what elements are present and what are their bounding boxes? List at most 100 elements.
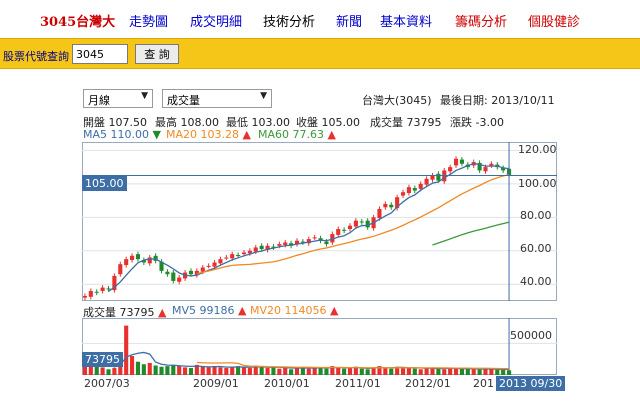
- candle-body: [336, 229, 341, 235]
- stock-code-input[interactable]: [72, 44, 128, 64]
- ma60-line: [432, 221, 510, 246]
- volume-bar: [253, 365, 258, 375]
- volume-bar: [477, 369, 482, 375]
- candle-body: [459, 159, 464, 164]
- volume-bar: [224, 368, 229, 375]
- volume-bar: [218, 367, 223, 375]
- candle-body: [383, 203, 388, 208]
- price-tick-40: 40.00: [520, 275, 552, 288]
- indicator-select[interactable]: 成交量 ▼: [162, 89, 272, 108]
- candle-body: [259, 245, 264, 250]
- candle-body: [130, 255, 135, 260]
- candle-body: [247, 250, 252, 254]
- volume-bar: [294, 368, 300, 375]
- volume-bar: [412, 368, 417, 375]
- quote-open: 開盤 107.50: [83, 116, 147, 129]
- candle-body: [218, 259, 223, 264]
- chevron-down-icon: ▼: [141, 91, 148, 101]
- volume-bar: [159, 366, 164, 375]
- volume-tick-500000: 500000: [510, 329, 552, 342]
- volume-bar: [259, 367, 264, 375]
- volume-bar: [418, 369, 423, 375]
- legend-mv5: MV5 99186 ▲: [172, 304, 247, 317]
- candle-body: [141, 259, 146, 263]
- nav-technical[interactable]: 技術分析: [263, 15, 316, 30]
- candle-body: [159, 261, 164, 271]
- candle-body: [283, 242, 288, 245]
- volume-bar: [106, 369, 111, 375]
- volume-bar: [112, 368, 117, 375]
- candle-body: [118, 264, 123, 275]
- volume-bar: [330, 366, 335, 375]
- volume-bar: [306, 368, 311, 375]
- volume-bar: [336, 367, 341, 375]
- candle-body: [353, 220, 358, 227]
- date-tick-2012-01: 2012/01: [405, 377, 451, 390]
- stock-title: 3045台灣大: [40, 15, 116, 30]
- volume-bar: [212, 366, 217, 375]
- legend-mv20: MV20 114056 ▲: [250, 304, 339, 317]
- volume-bar: [230, 366, 235, 375]
- volume-bar: [283, 367, 288, 375]
- volume-bar: [94, 366, 99, 375]
- price-chart[interactable]: [82, 142, 557, 301]
- candle-body: [501, 167, 506, 171]
- volume-bar: [365, 369, 370, 375]
- volume-bar: [324, 368, 329, 375]
- volume-bar: [183, 367, 188, 375]
- nav-basic-info[interactable]: 基本資料: [380, 15, 433, 30]
- volume-bar: [495, 369, 500, 375]
- volume-bar: [371, 367, 376, 375]
- volume-bar: [506, 370, 512, 375]
- candle-body: [330, 234, 335, 243]
- candle-body: [253, 247, 258, 252]
- volume-bar: [483, 368, 488, 375]
- quote-low: 最低 103.00: [226, 116, 290, 129]
- candle-body: [88, 290, 93, 297]
- candle-body: [365, 220, 370, 228]
- price-tick-100: 100.00: [518, 177, 557, 190]
- candle-body: [236, 254, 241, 256]
- top-nav: 3045台灣大 走勢圖 成交明細 技術分析 新聞 基本資料 籌碼分析 個股健診: [0, 0, 640, 38]
- candle-body: [200, 267, 205, 272]
- legend-ma60: MA60 77.63 ▲: [258, 128, 336, 141]
- chevron-down-icon: ▼: [260, 91, 267, 101]
- period-select-value: 月線: [88, 94, 110, 107]
- price-tick-120: 120.00: [518, 143, 557, 156]
- candle-body: [277, 244, 282, 246]
- nav-news[interactable]: 新聞: [336, 15, 363, 30]
- query-button[interactable]: 查 詢: [135, 44, 179, 64]
- volume-bar: [130, 356, 135, 375]
- candle-body: [453, 158, 459, 166]
- volume-bar: [459, 368, 464, 375]
- candle-body: [194, 270, 199, 276]
- volume-bar: [236, 366, 241, 375]
- candle-body: [241, 252, 247, 255]
- volume-bar: [471, 369, 476, 375]
- quote-high: 最高 108.00: [155, 116, 219, 129]
- candle-body: [135, 254, 141, 260]
- candle-body: [171, 272, 176, 281]
- candle-body: [436, 173, 441, 181]
- candle-body: [324, 241, 329, 245]
- volume-bar: [171, 364, 176, 375]
- nav-trend[interactable]: 走勢圖: [129, 15, 169, 30]
- candle-body: [177, 277, 182, 282]
- candle-body: [430, 175, 435, 180]
- price-tick-60: 60.00: [520, 242, 552, 255]
- date-tick-2013: 201: [473, 377, 494, 390]
- price-cursor-tag: 105.00: [82, 176, 127, 191]
- nav-health-check[interactable]: 個股健診: [528, 15, 581, 30]
- date-cursor-tag: 2013 09/30: [496, 376, 566, 391]
- date-tick-2009-01: 2009/01: [193, 377, 239, 390]
- candle-body: [389, 204, 394, 208]
- candle-body: [306, 239, 311, 244]
- nav-trade-detail[interactable]: 成交明細: [190, 15, 243, 30]
- volume-bar: [342, 368, 347, 375]
- nav-chip-analysis[interactable]: 籌碼分析: [455, 15, 508, 30]
- volume-bar: [359, 368, 364, 375]
- candle-body: [412, 188, 417, 191]
- period-select[interactable]: 月線 ▼: [83, 89, 153, 108]
- volume-chart[interactable]: [82, 318, 557, 375]
- candle-body: [188, 270, 194, 275]
